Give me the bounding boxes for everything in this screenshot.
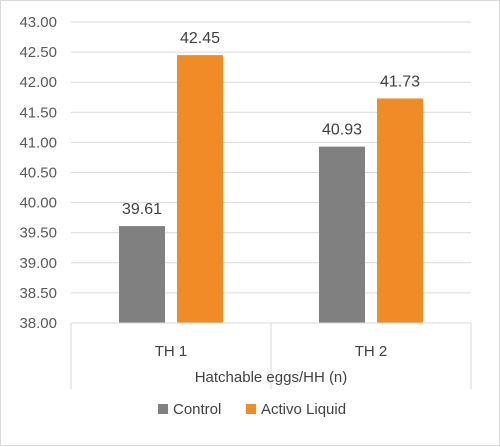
y-tick-label: 42.00: [19, 74, 57, 91]
bar-control-1: [319, 146, 365, 323]
x-tick-label: TH 1: [155, 343, 188, 360]
legend-swatch: [246, 404, 256, 414]
bar-activo-liquid-1: [377, 98, 423, 323]
y-tick-label: 39.50: [19, 225, 57, 242]
bar-control-0: [119, 226, 165, 323]
y-tick-label: 40.00: [19, 195, 57, 212]
y-tick-label: 41.50: [19, 104, 57, 121]
y-tick-label: 41.00: [19, 134, 57, 151]
x-axis-title: Hatchable eggs/HH (n): [195, 369, 348, 386]
category-axis: TH 1 TH 2: [70, 322, 472, 389]
legend: Control Activo Liquid: [158, 401, 346, 418]
legend-label: Control: [173, 401, 221, 418]
y-tick-label: 43.00: [19, 14, 57, 31]
data-label: 40.93: [322, 122, 362, 139]
y-tick-label: 38.00: [19, 315, 57, 332]
y-tick-label: 39.00: [19, 255, 57, 272]
y-tick-label: 42.50: [19, 44, 57, 61]
legend-swatch: [158, 404, 168, 414]
legend-label: Activo Liquid: [261, 401, 346, 418]
data-label: 39.61: [122, 201, 162, 218]
y-tick-label: 40.50: [19, 165, 57, 182]
data-labels: 39.61 42.45 40.93 41.73: [122, 30, 420, 218]
y-axis-ticks: 38.00 38.50 39.00 39.50 40.00 40.50 41.00 41.50…: [19, 14, 57, 332]
data-label: 41.73: [380, 73, 420, 90]
x-tick-label: TH 2: [355, 343, 388, 360]
bars: [119, 55, 423, 324]
bar-activo-liquid-0: [177, 55, 223, 324]
y-tick-label: 38.50: [19, 285, 57, 302]
data-label: 42.45: [180, 30, 220, 47]
